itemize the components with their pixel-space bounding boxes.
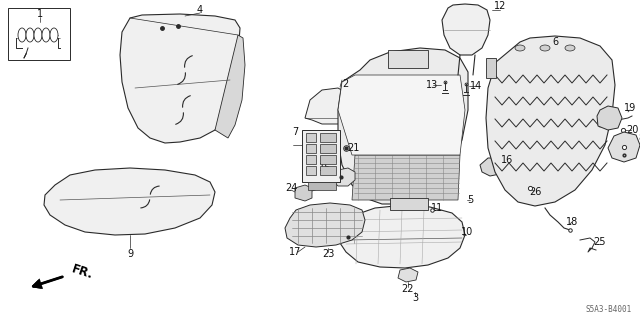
FancyArrowPatch shape (33, 277, 62, 288)
Polygon shape (285, 203, 365, 247)
Polygon shape (120, 14, 240, 143)
Text: 11: 11 (431, 203, 443, 213)
Polygon shape (338, 205, 465, 268)
Bar (306, 155, 316, 164)
Bar (486, 58, 496, 78)
Text: 15: 15 (319, 163, 331, 173)
Polygon shape (305, 88, 348, 124)
Text: 23: 23 (322, 249, 334, 259)
Bar (320, 144, 336, 153)
Ellipse shape (26, 28, 34, 42)
Polygon shape (295, 185, 312, 201)
Text: 21: 21 (347, 143, 359, 153)
Bar (302, 130, 340, 182)
Polygon shape (338, 75, 465, 155)
Polygon shape (332, 168, 355, 186)
Text: 10: 10 (461, 227, 473, 237)
Text: 5: 5 (467, 195, 473, 205)
Bar (320, 155, 336, 164)
Text: 24: 24 (285, 183, 297, 193)
Text: 17: 17 (289, 247, 301, 257)
Text: 14: 14 (470, 81, 482, 91)
Text: FR.: FR. (70, 263, 95, 282)
Polygon shape (608, 132, 640, 162)
Ellipse shape (34, 28, 42, 42)
Bar (308, 182, 336, 190)
Text: S5A3-B4001: S5A3-B4001 (586, 305, 632, 314)
Polygon shape (338, 48, 468, 204)
Text: 19: 19 (624, 103, 636, 113)
Bar (306, 133, 316, 142)
Polygon shape (398, 268, 418, 282)
Polygon shape (44, 168, 215, 235)
Ellipse shape (515, 45, 525, 51)
Text: 6: 6 (552, 37, 558, 47)
Text: 2: 2 (342, 79, 348, 89)
Text: 9: 9 (127, 249, 133, 259)
Text: 1: 1 (37, 9, 43, 19)
Text: 25: 25 (594, 237, 606, 247)
Text: 16: 16 (501, 155, 513, 165)
Polygon shape (215, 35, 245, 138)
Bar (306, 144, 316, 153)
Bar (306, 166, 316, 175)
Polygon shape (442, 4, 490, 55)
Bar (390, 198, 428, 210)
Text: 4: 4 (197, 5, 203, 15)
Text: 22: 22 (402, 284, 414, 294)
Text: 18: 18 (566, 217, 578, 227)
Polygon shape (597, 106, 622, 130)
Ellipse shape (540, 45, 550, 51)
Ellipse shape (18, 28, 26, 42)
Text: 13: 13 (426, 80, 438, 90)
Bar (388, 50, 428, 68)
Ellipse shape (50, 28, 58, 42)
Ellipse shape (42, 28, 50, 42)
Bar (8, 8, 70, 60)
Ellipse shape (565, 45, 575, 51)
Polygon shape (480, 158, 504, 176)
Text: 8: 8 (638, 133, 640, 143)
Text: 20: 20 (626, 125, 638, 135)
Bar (320, 133, 336, 142)
Text: 7: 7 (292, 127, 298, 137)
Text: 3: 3 (412, 293, 418, 303)
Polygon shape (352, 155, 460, 200)
Text: 12: 12 (494, 1, 506, 11)
Bar (320, 166, 336, 175)
Polygon shape (486, 36, 615, 206)
Text: 26: 26 (529, 187, 541, 197)
